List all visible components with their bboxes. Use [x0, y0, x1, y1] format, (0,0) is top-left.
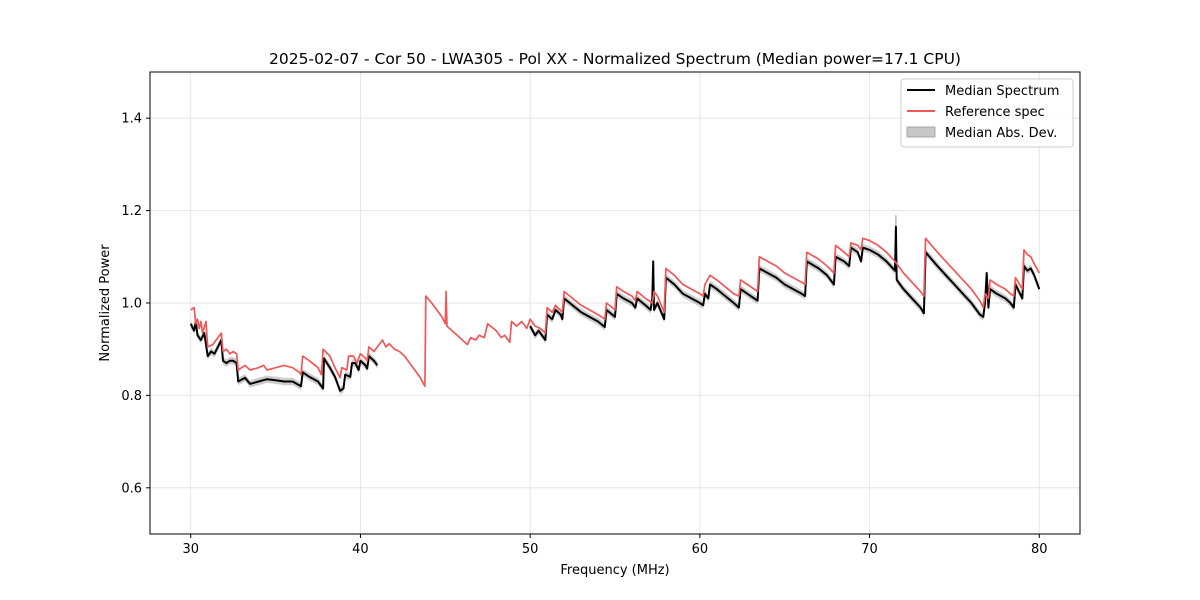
series-layer	[189, 225, 1041, 392]
x-tick-label: 70	[861, 542, 878, 557]
legend-label-median-abs-dev: Median Abs. Dev.	[945, 126, 1057, 141]
y-tick-label: 1.0	[121, 297, 142, 312]
median-spectrum-line	[189, 320, 379, 392]
legend-swatch-median-abs-dev	[906, 126, 936, 138]
legend-frame	[900, 78, 1074, 148]
x-axis-label: Frequency (MHz)	[560, 563, 669, 578]
reference-spec-line	[190, 237, 1041, 388]
y-tick-label: 1.4	[121, 112, 142, 127]
x-tick-label: 40	[352, 542, 369, 557]
legend-label-median-spectrum: Median Spectrum	[945, 84, 1059, 99]
x-tick-label: 80	[1031, 542, 1048, 557]
x-tick-label: 50	[522, 542, 539, 557]
y-tick-label: 1.2	[121, 204, 142, 219]
x-tick-label: 30	[182, 542, 199, 557]
y-tick-label: 0.8	[121, 389, 142, 404]
y-tick-label: 0.6	[121, 481, 142, 496]
legend: Median Spectrum Reference spec Median Ab…	[900, 78, 1074, 148]
axis-ticks: 30 40 50 60 70 80 0.6 0.8 1.0 1.2 1.4	[121, 112, 1047, 557]
chart-title: 2025-02-07 - Cor 50 - LWA305 - Pol XX - …	[269, 50, 961, 68]
y-axis-label: Normalized Power	[98, 244, 113, 362]
legend-label-reference-spec: Reference spec	[945, 105, 1045, 120]
x-tick-label: 60	[692, 542, 709, 557]
